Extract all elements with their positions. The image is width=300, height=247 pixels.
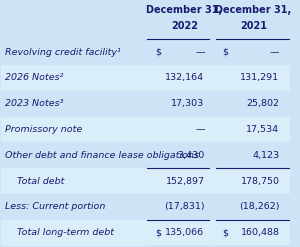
Bar (2, 143, 290, 168)
Text: 25,802: 25,802 (247, 99, 280, 108)
Text: $: $ (156, 228, 162, 237)
Text: Total long-term debt: Total long-term debt (17, 228, 114, 237)
Text: 132,164: 132,164 (165, 73, 205, 82)
Text: 2026 Notes²: 2026 Notes² (5, 73, 63, 82)
Text: $: $ (223, 48, 229, 57)
Text: —: — (270, 48, 280, 57)
Text: —: — (195, 48, 205, 57)
Text: 17,534: 17,534 (246, 125, 280, 134)
Bar (2, 117, 290, 143)
Bar (2, 220, 290, 246)
Text: $: $ (156, 48, 162, 57)
Bar (2, 39, 290, 65)
Text: 2023 Notes³: 2023 Notes³ (5, 99, 63, 108)
Text: Promissory note: Promissory note (5, 125, 82, 134)
Text: Less: Current portion: Less: Current portion (5, 203, 105, 211)
Text: Revolving credit facility¹: Revolving credit facility¹ (5, 48, 121, 57)
Text: 152,897: 152,897 (166, 177, 205, 186)
Text: (18,262): (18,262) (239, 203, 280, 211)
Text: December 31,: December 31, (146, 5, 223, 15)
Text: (17,831): (17,831) (164, 203, 205, 211)
Bar (2, 65, 290, 91)
Text: 2021: 2021 (240, 21, 267, 31)
Text: 2022: 2022 (171, 21, 198, 31)
Text: —: — (195, 125, 205, 134)
Text: 131,291: 131,291 (240, 73, 280, 82)
Text: Other debt and finance lease obligations: Other debt and finance lease obligations (5, 151, 199, 160)
Bar (2, 1, 290, 39)
Text: 3,430: 3,430 (177, 151, 205, 160)
Bar (2, 168, 290, 194)
Text: $: $ (223, 228, 229, 237)
Bar (2, 194, 290, 220)
Text: Total debt: Total debt (17, 177, 64, 186)
Text: 4,123: 4,123 (252, 151, 280, 160)
Bar (2, 91, 290, 117)
Text: December 31,: December 31, (215, 5, 292, 15)
Text: 178,750: 178,750 (241, 177, 280, 186)
Text: 135,066: 135,066 (165, 228, 205, 237)
Text: 17,303: 17,303 (171, 99, 205, 108)
Text: 160,488: 160,488 (241, 228, 280, 237)
